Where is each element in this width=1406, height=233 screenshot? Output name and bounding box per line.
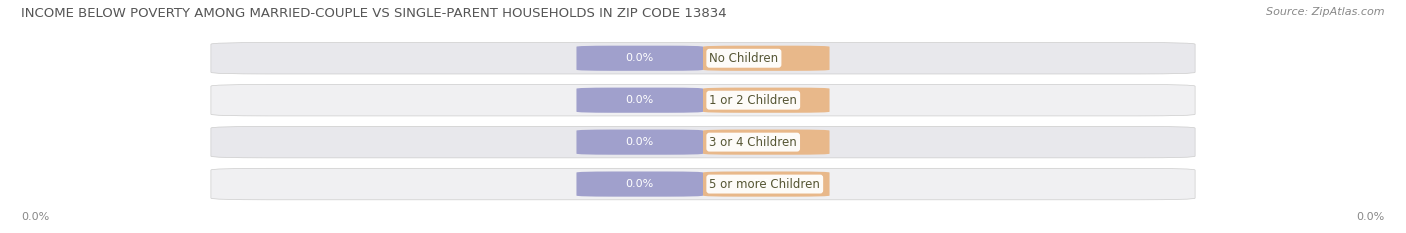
FancyBboxPatch shape — [211, 42, 1195, 74]
Text: 0.0%: 0.0% — [752, 179, 780, 189]
FancyBboxPatch shape — [703, 46, 830, 71]
FancyBboxPatch shape — [576, 171, 703, 197]
Text: 5 or more Children: 5 or more Children — [709, 178, 820, 191]
FancyBboxPatch shape — [576, 130, 703, 155]
Text: 0.0%: 0.0% — [626, 95, 654, 105]
FancyBboxPatch shape — [211, 127, 1195, 158]
FancyBboxPatch shape — [703, 130, 830, 155]
FancyBboxPatch shape — [576, 88, 703, 113]
FancyBboxPatch shape — [211, 85, 1195, 116]
Text: Source: ZipAtlas.com: Source: ZipAtlas.com — [1267, 7, 1385, 17]
Text: 0.0%: 0.0% — [626, 53, 654, 63]
Text: No Children: No Children — [709, 52, 779, 65]
Text: 0.0%: 0.0% — [752, 53, 780, 63]
Text: 0.0%: 0.0% — [752, 95, 780, 105]
FancyBboxPatch shape — [211, 168, 1195, 200]
Text: 0.0%: 0.0% — [21, 212, 49, 222]
Text: 1 or 2 Children: 1 or 2 Children — [709, 94, 797, 107]
FancyBboxPatch shape — [703, 88, 830, 113]
Text: 3 or 4 Children: 3 or 4 Children — [709, 136, 797, 149]
FancyBboxPatch shape — [703, 171, 830, 197]
Text: 0.0%: 0.0% — [626, 137, 654, 147]
FancyBboxPatch shape — [576, 46, 703, 71]
Text: INCOME BELOW POVERTY AMONG MARRIED-COUPLE VS SINGLE-PARENT HOUSEHOLDS IN ZIP COD: INCOME BELOW POVERTY AMONG MARRIED-COUPL… — [21, 7, 727, 20]
Text: 0.0%: 0.0% — [752, 137, 780, 147]
Text: 0.0%: 0.0% — [626, 179, 654, 189]
Text: 0.0%: 0.0% — [1357, 212, 1385, 222]
